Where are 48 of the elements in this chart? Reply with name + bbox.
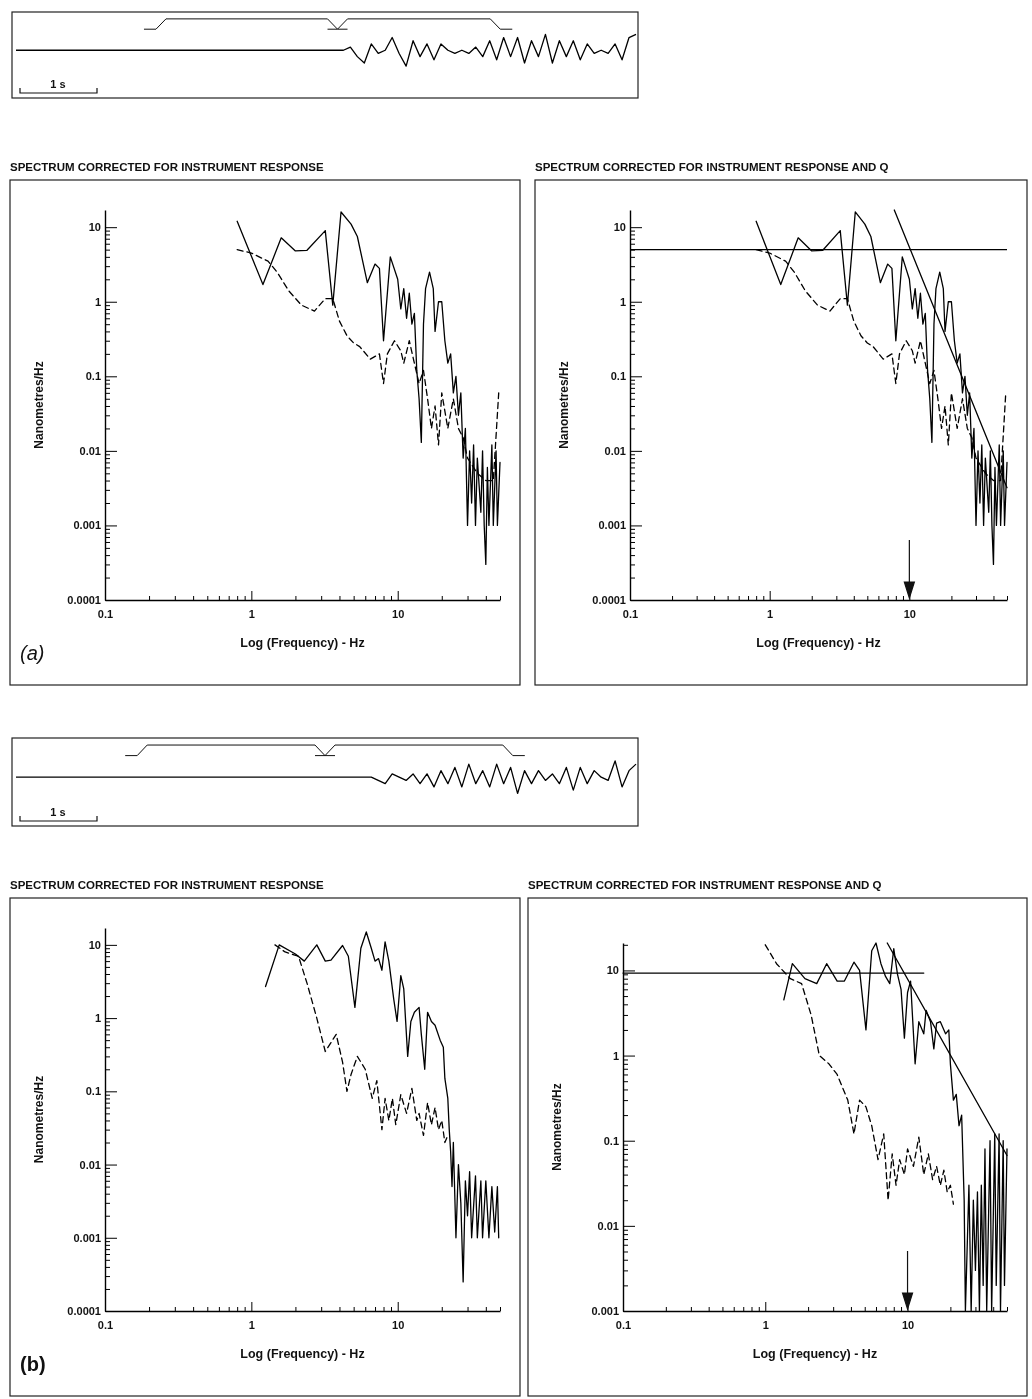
annotation: 1 s: [50, 806, 66, 818]
x-tick-label: 10: [392, 1318, 405, 1331]
x-tick-label: 0.1: [622, 607, 639, 620]
y-tick-label: 10: [88, 221, 101, 234]
y-tick-label: 0.01: [604, 444, 626, 457]
y-tick-label: 10: [613, 221, 626, 234]
y-tick-label: 0.1: [610, 370, 626, 383]
y-tick-label: 0.001: [598, 519, 626, 532]
chart-title: SPECTRUM CORRECTED FOR INSTRUMENT RESPONSE AND Q: [535, 161, 889, 173]
y-axis-title: Nanometres/Hz: [557, 361, 571, 449]
y-tick-label: 1: [94, 295, 101, 308]
x-tick-label: 10: [903, 607, 916, 620]
y-tick-label: 0.001: [73, 1231, 101, 1244]
y-tick-label: 0.0001: [592, 594, 626, 607]
y-tick-label: 0.01: [597, 1219, 619, 1232]
y-tick-label: 10: [606, 964, 619, 977]
y-tick-label: 0.001: [591, 1305, 619, 1318]
text: (a): [20, 642, 45, 664]
x-axis-title: Log (Frequency) - Hz: [756, 636, 881, 650]
x-tick-label: 1: [248, 1318, 255, 1331]
y-tick-label: 0.1: [85, 370, 101, 383]
annotation: 1 s: [50, 78, 66, 90]
y-axis-title: Nanometres/Hz: [32, 361, 46, 449]
y-tick-label: 1: [612, 1049, 619, 1062]
y-tick-label: 1: [619, 295, 626, 308]
y-tick-label: 0.001: [73, 519, 101, 532]
chart-title: SPECTRUM CORRECTED FOR INSTRUMENT RESPONSE AND Q: [528, 879, 882, 891]
x-axis-title: Log (Frequency) - Hz: [752, 1347, 878, 1361]
y-tick-label: 10: [88, 938, 101, 951]
chart-title: SPECTRUM CORRECTED FOR INSTRUMENT RESPONSE: [10, 879, 325, 891]
y-axis-title: Nanometres/Hz: [32, 1075, 46, 1164]
x-tick-label: 10: [392, 607, 405, 620]
y-tick-label: 0.1: [603, 1134, 619, 1147]
x-tick-label: 1: [248, 607, 255, 620]
x-tick-label: 10: [901, 1318, 915, 1331]
text: (b): [20, 1353, 46, 1375]
y-tick-label: 1: [94, 1012, 101, 1025]
x-axis-title: Log (Frequency) - Hz: [240, 636, 365, 650]
x-tick-label: 1: [762, 1318, 769, 1331]
y-tick-label: 0.01: [79, 444, 101, 457]
y-tick-label: 0.0001: [67, 1305, 101, 1318]
y-axis-title: Nanometres/Hz: [550, 1083, 564, 1171]
x-tick-label: 1: [767, 607, 774, 620]
chart-title: SPECTRUM CORRECTED FOR INSTRUMENT RESPONSE: [10, 161, 325, 173]
y-tick-label: 0.0001: [67, 594, 101, 607]
y-tick-label: 0.1: [85, 1085, 101, 1098]
x-axis-title: Log (Frequency) - Hz: [240, 1347, 365, 1361]
y-tick-label: 0.01: [79, 1158, 101, 1171]
